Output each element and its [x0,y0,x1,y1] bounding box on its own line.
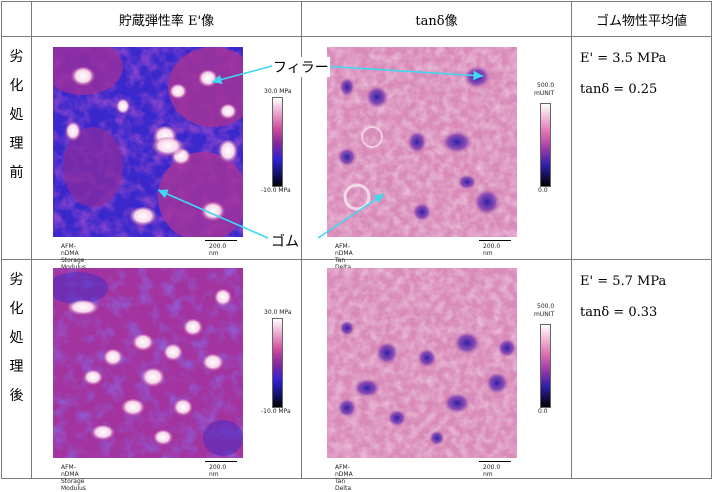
row-label-char: 前 [9,165,24,181]
tan-delta-image [327,47,517,237]
colorbar [272,318,283,408]
e-value: E' = 5.7 MPa [580,274,667,289]
header-tan-delta: tanδ像 [301,1,572,37]
values-after: E' = 5.7 MPa tanδ = 0.33 [571,259,712,479]
colorbar-unit: mUNIT [534,311,555,318]
row-label-char: 理 [9,359,24,375]
header-blank [1,1,32,37]
scale-label: 200.0 nm [209,243,227,257]
row-label-char: 後 [9,388,24,404]
header-properties: ゴム物性平均値 [571,1,712,37]
scale-label: 200.0 nm [483,243,501,257]
tan-value: tanδ = 0.33 [580,305,658,320]
scale-label: 200.0 nm [483,464,501,478]
colorbar [272,97,283,187]
row-label-char: 理 [9,136,24,152]
header-storage-modulus: 貯蔵弾性率 E'像 [31,1,302,37]
row-label-after: 劣 化 処 理 後 [1,259,32,479]
header-row: 貯蔵弾性率 E'像 tanδ像 ゴム物性平均値 [1,1,712,37]
filler-label: フィラー [272,57,330,77]
image-caption: AFM-nDMA Storage Modulus [61,243,87,271]
image-caption: AFM-nDMA Tan Delta [335,464,353,492]
row-label-char: 化 [9,78,24,94]
e-value: E' = 3.5 MPa [580,51,667,66]
colorbar-max: 30.0 MPa [264,309,292,316]
colorbar-min: -10.0 MPa [261,408,291,415]
row-label-char: 劣 [9,49,24,65]
colorbar-max: 500.0 [537,82,555,89]
storage-modulus-image [53,268,243,458]
values-before: E' = 3.5 MPa tanδ = 0.25 [571,36,712,260]
tan-value: tanδ = 0.25 [580,82,658,97]
tan-delta-image [327,268,517,458]
image-caption: AFM-nDMA Storage Modulus [61,464,87,492]
scale-bar [205,240,237,241]
colorbar [540,324,551,408]
scale-bar [479,240,511,241]
row-label-char: 化 [9,301,24,317]
image-caption: AFM-nDMA Tan Delta [335,243,353,271]
colorbar [540,103,551,187]
scale-label: 200.0 nm [209,464,227,478]
storage-modulus-image [53,47,243,237]
colorbar-max: 500.0 [537,303,555,310]
colorbar-max: 30.0 MPa [264,88,292,95]
scale-bar [205,461,237,462]
row-label-char: 劣 [9,272,24,288]
colorbar-min: 0.0 [538,187,548,194]
colorbar-min: 0.0 [538,408,548,415]
rubber-label: ゴム [270,231,300,251]
row-label-char: 処 [9,107,24,123]
row-label-before: 劣 化 処 理 前 [1,36,32,260]
colorbar-min: -10.0 MPa [261,187,291,194]
scale-bar [479,461,511,462]
colorbar-unit: mUNIT [534,90,555,97]
row-label-char: 処 [9,330,24,346]
